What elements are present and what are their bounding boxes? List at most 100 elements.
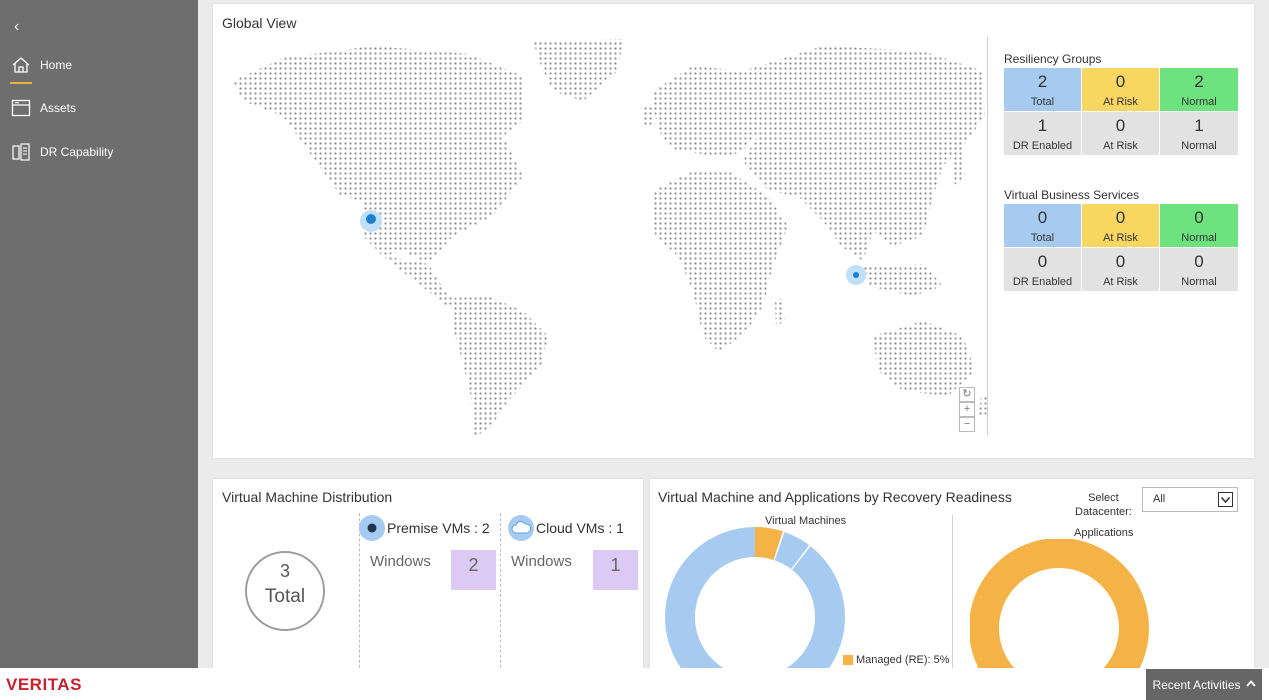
vbs-at-risk-value: 0 [1115,208,1126,227]
vbs-dr-normal-label: Normal [1181,276,1217,288]
vbs-grid: 0 Total 0 At Risk 0 Normal 0 DR Enabled 0 At … [1004,204,1238,291]
rg-dr-enabled-cell[interactable]: 1 DR Enabled [1004,112,1081,155]
assets-icon [10,97,32,119]
rg-at-risk-label: At Risk [1103,96,1138,108]
vbs-title: Virtual Business Services [1004,188,1140,202]
vm-distribution-panel: Virtual Machine Distribution 3 Total Pre… [213,479,643,669]
premise-os-label: Windows [370,553,431,570]
collapse-sidebar-button[interactable]: ‹ [14,18,20,35]
location-marker-us-west[interactable] [360,210,382,232]
vm-donut-label: Virtual Machines [765,515,847,527]
select-datacenter-label: Select Datacenter: [1075,491,1132,519]
vbs-total-label: Total [1030,232,1055,244]
rg-total-label: Total [1030,96,1055,108]
cloud-vms-label: Cloud VMs : 1 [536,520,624,536]
premise-vms-label: Premise VMs : 2 [387,520,490,536]
sidebar-item-label: DR Capability [40,145,114,159]
rg-at-risk-cell[interactable]: 0 At Risk [1082,68,1159,111]
panel-title: Virtual Machine Distribution [222,489,393,505]
recovery-readiness-panel: Virtual Machine and Applications by Reco… [650,479,1254,669]
veritas-logo: VERITAS [6,675,82,694]
recent-activities-label: Recent Activities [1152,677,1241,692]
vbs-normal-label: Normal [1181,232,1217,244]
rg-dr-normal-value: 1 [1194,116,1204,135]
vbs-total-cell[interactable]: 0 Total [1004,204,1081,247]
select-label-line1: Select [1088,492,1119,504]
panel-title: Global View [222,15,297,31]
cloud-icon [508,515,534,541]
vm-donut-separator [665,527,845,669]
managed-legend-swatch [843,655,853,665]
home-icon [10,54,32,76]
vbs-at-risk-cell[interactable]: 0 At Risk [1082,204,1159,247]
resiliency-groups-title: Resiliency Groups [1004,52,1102,66]
donut-divider [952,515,953,669]
sidebar-item-label: Home [40,58,73,72]
select-label-line2: Datacenter: [1075,506,1132,518]
managed-legend: Managed (RE): 5% [843,654,950,666]
dr-capability-icon [10,141,32,163]
rg-dr-normal-cell[interactable]: 1 Normal [1160,112,1238,155]
total-vms-label: Total [264,586,306,607]
apps-donut-chart[interactable] [970,539,1150,669]
rg-dr-at-risk-cell[interactable]: 0 At Risk [1082,112,1159,155]
vbs-dr-at-risk-cell[interactable]: 0 At Risk [1082,248,1159,291]
sidebar-item-home[interactable]: Home [10,50,73,84]
rg-normal-cell[interactable]: 2 Normal [1160,68,1238,111]
vm-donut-separator [665,527,845,669]
divider [359,513,360,669]
rg-total-cell[interactable]: 2 Total [1004,68,1081,111]
vbs-dr-at-risk-value: 0 [1115,252,1126,271]
map-zoom-in-button[interactable]: + [959,402,975,417]
cloud-os-label: Windows [511,553,572,570]
apps-donut-label: Applications [1074,527,1134,539]
map-reset-button[interactable]: ↻ [959,387,975,402]
premise-os-count[interactable]: 2 [451,550,496,590]
panel-divider [987,36,988,436]
cloud-os-count[interactable]: 1 [593,550,638,590]
rg-at-risk-value: 0 [1115,72,1126,91]
total-vms-circle[interactable]: 3 Total [245,551,325,631]
chevron-down-icon [1218,492,1233,507]
vbs-total-value: 0 [1037,208,1048,227]
vm-donut-chart[interactable] [665,527,845,669]
vbs-normal-value: 0 [1194,208,1204,227]
premise-vms-header[interactable]: Premise VMs : 2 [359,515,490,541]
datacenter-select[interactable]: All [1142,487,1238,512]
vbs-dr-enabled-cell[interactable]: 0 DR Enabled [1004,248,1081,291]
location-marker-india[interactable] [846,265,866,285]
rg-dr-at-risk-value: 0 [1115,116,1126,135]
vbs-dr-normal-cell[interactable]: 0 Normal [1160,248,1238,291]
rg-dr-enabled-value: 1 [1037,116,1048,135]
continents [233,39,987,436]
footer: VERITAS Recent Activities [0,668,1269,700]
datacenter-select-value: All [1153,493,1166,505]
rg-normal-value: 2 [1194,72,1204,91]
vm-donut-managed-segment[interactable] [665,527,845,669]
cloud-vms-header[interactable]: Cloud VMs : 1 [508,515,624,541]
map-zoom-out-button[interactable]: − [959,417,975,432]
panel-title: Virtual Machine and Applications by Reco… [658,489,1012,505]
vbs-dr-enabled-label: DR Enabled [1012,276,1073,288]
vbs-at-risk-label: At Risk [1103,232,1138,244]
sidebar-item-dr-capability[interactable]: DR Capability [10,137,113,167]
managed-legend-text: Managed (RE): 5% [856,654,950,666]
divider [500,513,501,669]
sidebar-item-label: Assets [40,101,77,115]
sidebar: ‹ Home Assets DR Capability [0,0,198,668]
vbs-dr-enabled-value: 0 [1037,252,1048,271]
vbs-normal-cell[interactable]: 0 Normal [1160,204,1238,247]
premise-icon [359,515,385,541]
total-vms-value: 3 [279,561,290,581]
rg-dr-enabled-label: DR Enabled [1012,140,1073,152]
vbs-dr-at-risk-label: At Risk [1103,276,1138,288]
resiliency-groups-grid: 2 Total 0 At Risk 2 Normal 1 DR Enabled 0 At … [1004,68,1238,155]
rg-dr-normal-label: Normal [1181,140,1217,152]
rg-dr-at-risk-label: At Risk [1103,140,1138,152]
rg-normal-label: Normal [1181,96,1217,108]
world-map[interactable] [223,36,987,441]
sidebar-item-assets[interactable]: Assets [10,93,76,123]
global-view-panel: Global View [213,4,1254,458]
recent-activities-button[interactable]: Recent Activities [1146,669,1262,700]
chevron-up-icon [1245,679,1256,690]
